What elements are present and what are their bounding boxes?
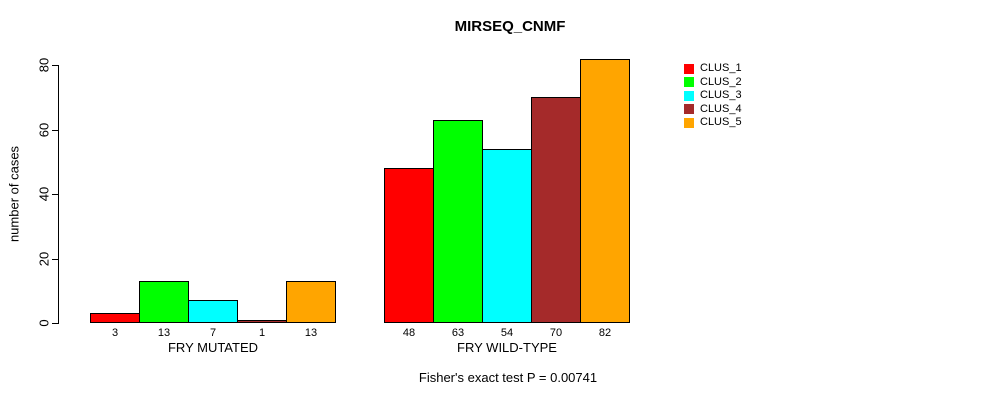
legend-item-clus_1: CLUS_1 xyxy=(684,62,742,76)
bar-clus_3-2 xyxy=(482,149,532,323)
bar-clus_3-1 xyxy=(188,300,238,323)
legend-swatch-icon xyxy=(684,90,694,101)
legend-swatch-icon xyxy=(684,104,694,115)
legend-swatch-icon xyxy=(684,117,694,128)
bar-clus_1-1 xyxy=(90,313,140,323)
bar-value-label: 63 xyxy=(451,327,465,339)
bar-value-label: 54 xyxy=(500,327,514,339)
y-axis-tick-label: 60 xyxy=(36,122,52,137)
legend-item-label: CLUS_1 xyxy=(700,62,742,75)
y-axis-line xyxy=(58,65,59,324)
legend-swatch-icon xyxy=(684,63,694,74)
bar-value-label: 1 xyxy=(258,327,266,339)
chart-title: MIRSEQ_CNMF xyxy=(454,18,566,35)
bar-value-label: 82 xyxy=(598,327,612,339)
y-axis-label: number of cases xyxy=(6,145,22,243)
bar-clus_5-2 xyxy=(580,59,630,323)
y-axis-tick xyxy=(52,258,58,260)
legend-item-label: CLUS_5 xyxy=(700,116,742,129)
y-axis-tick-label: 40 xyxy=(36,186,52,202)
y-axis-tick xyxy=(52,194,58,195)
legend-item-label: CLUS_3 xyxy=(700,89,742,102)
legend-item-clus_2: CLUS_2 xyxy=(684,76,742,90)
bar-clus_5-1 xyxy=(286,281,336,323)
bar-value-label: 13 xyxy=(157,327,171,339)
bar-clus_4-1 xyxy=(237,320,287,323)
annotation-text: Fisher's exact test P = 0.00741 xyxy=(418,370,598,385)
bar-clus_1-2 xyxy=(384,168,434,323)
y-axis-tick xyxy=(52,65,58,66)
bar-value-label: 7 xyxy=(209,327,217,339)
bar-value-label: 3 xyxy=(111,327,119,339)
legend: CLUS_1 CLUS_2 CLUS_3 CLUS_4 CLUS_5 xyxy=(684,62,742,130)
y-axis-tick-label: 80 xyxy=(36,57,52,73)
group-label: FRY WILD-TYPE xyxy=(457,340,557,355)
y-axis-tick xyxy=(52,323,58,324)
legend-item-clus_4: CLUS_4 xyxy=(684,103,742,117)
bar-value-label: 13 xyxy=(304,327,318,339)
y-axis-tick xyxy=(52,129,58,131)
legend-item-label: CLUS_2 xyxy=(700,75,742,88)
legend-item-label: CLUS_4 xyxy=(700,102,742,115)
y-axis-tick-label: 20 xyxy=(36,251,52,266)
legend-item-clus_3: CLUS_3 xyxy=(684,89,742,103)
legend-item-clus_5: CLUS_5 xyxy=(684,116,742,130)
y-axis-tick-label: 0 xyxy=(36,319,52,327)
bar-clus_2-1 xyxy=(139,281,189,323)
bar-value-label: 70 xyxy=(549,327,563,339)
bar-value-label: 48 xyxy=(402,327,416,339)
legend-swatch-icon xyxy=(684,77,694,88)
group-label: FRY MUTATED xyxy=(167,340,259,355)
bar-clus_4-2 xyxy=(531,97,581,323)
bar-clus_2-2 xyxy=(433,120,483,323)
